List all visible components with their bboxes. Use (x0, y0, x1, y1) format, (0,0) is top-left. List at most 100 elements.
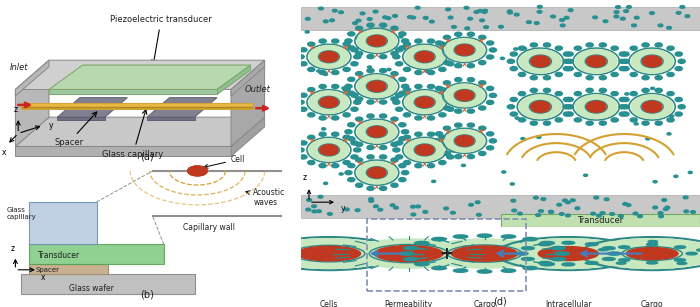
Circle shape (575, 207, 580, 210)
Circle shape (631, 24, 636, 27)
Circle shape (368, 36, 386, 46)
Circle shape (446, 8, 451, 11)
Text: Transducer: Transducer (38, 251, 80, 260)
Circle shape (393, 14, 398, 17)
Text: Cell: Cell (204, 155, 246, 168)
Circle shape (655, 121, 662, 125)
Circle shape (317, 70, 321, 72)
Circle shape (403, 87, 411, 92)
Circle shape (614, 15, 619, 18)
Circle shape (419, 47, 424, 49)
Circle shape (356, 37, 360, 39)
Circle shape (603, 258, 615, 260)
Circle shape (348, 178, 355, 182)
Circle shape (647, 262, 658, 264)
Circle shape (344, 208, 349, 211)
Circle shape (519, 49, 561, 73)
Circle shape (379, 55, 386, 59)
Circle shape (443, 106, 451, 110)
Circle shape (316, 210, 321, 212)
Circle shape (536, 214, 540, 216)
Circle shape (308, 161, 315, 165)
Circle shape (456, 136, 474, 146)
Circle shape (468, 78, 475, 82)
Circle shape (393, 55, 400, 59)
Circle shape (586, 43, 594, 47)
Circle shape (356, 26, 363, 30)
Circle shape (486, 86, 493, 91)
Text: Spacer: Spacer (35, 267, 59, 273)
Circle shape (379, 100, 386, 104)
Circle shape (620, 52, 626, 56)
Circle shape (611, 118, 618, 122)
Circle shape (383, 16, 388, 19)
Circle shape (356, 158, 363, 162)
Circle shape (611, 72, 618, 76)
Circle shape (343, 113, 350, 117)
Circle shape (424, 17, 428, 19)
Circle shape (328, 212, 332, 215)
Circle shape (642, 88, 649, 92)
Circle shape (608, 252, 622, 255)
FancyBboxPatch shape (21, 274, 195, 294)
Circle shape (451, 212, 455, 214)
Circle shape (323, 182, 328, 185)
Circle shape (622, 59, 629, 63)
Circle shape (675, 52, 682, 56)
Circle shape (610, 213, 615, 215)
Circle shape (653, 206, 657, 209)
Circle shape (444, 207, 449, 210)
Circle shape (403, 135, 411, 139)
Circle shape (523, 48, 526, 50)
Circle shape (368, 126, 386, 137)
Circle shape (501, 235, 516, 238)
Circle shape (322, 128, 326, 130)
Text: z: z (303, 173, 307, 182)
Circle shape (297, 100, 304, 104)
Circle shape (391, 52, 398, 56)
Circle shape (323, 20, 328, 23)
Circle shape (297, 55, 304, 59)
Circle shape (265, 239, 393, 269)
Circle shape (566, 59, 573, 63)
Circle shape (655, 76, 662, 80)
Circle shape (404, 247, 418, 250)
Circle shape (447, 48, 454, 52)
Circle shape (357, 75, 397, 98)
Circle shape (667, 133, 671, 135)
Circle shape (432, 237, 446, 241)
Circle shape (354, 148, 361, 152)
Circle shape (343, 135, 350, 139)
Circle shape (449, 148, 456, 152)
Circle shape (619, 105, 626, 109)
Circle shape (519, 91, 526, 96)
Circle shape (630, 118, 637, 122)
FancyBboxPatch shape (29, 264, 108, 274)
Polygon shape (15, 60, 265, 90)
Circle shape (379, 155, 386, 159)
Text: z: z (10, 244, 15, 253)
Circle shape (599, 76, 606, 80)
Text: +: + (440, 245, 454, 262)
Circle shape (428, 71, 435, 75)
Polygon shape (49, 65, 251, 90)
Circle shape (540, 262, 554, 266)
Circle shape (455, 78, 462, 82)
Circle shape (626, 6, 631, 8)
Circle shape (675, 246, 685, 248)
Circle shape (345, 39, 352, 43)
Circle shape (444, 84, 484, 107)
Circle shape (416, 205, 421, 208)
Text: Intracellular
transport: Intracellular transport (545, 300, 592, 307)
Circle shape (620, 97, 626, 102)
Circle shape (468, 204, 473, 206)
Polygon shape (49, 90, 217, 94)
Circle shape (435, 132, 442, 136)
Circle shape (624, 10, 629, 13)
Circle shape (514, 48, 518, 50)
Circle shape (319, 164, 326, 168)
Circle shape (188, 166, 207, 176)
Circle shape (423, 211, 428, 213)
Circle shape (403, 67, 411, 72)
Circle shape (340, 173, 343, 175)
